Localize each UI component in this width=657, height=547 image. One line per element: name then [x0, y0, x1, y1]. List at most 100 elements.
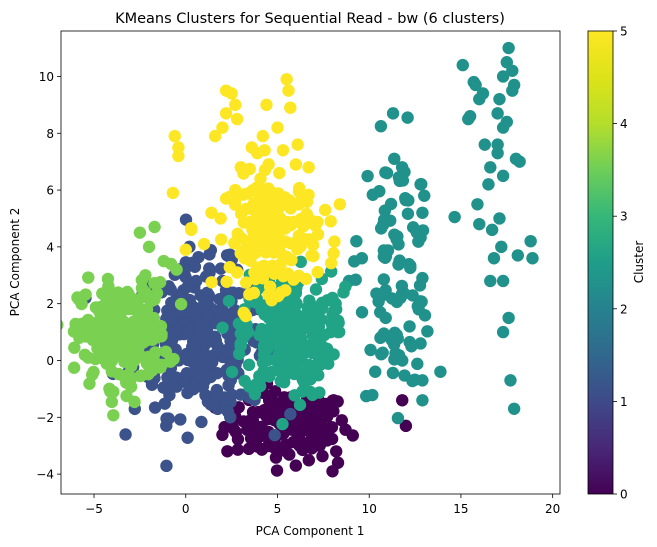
- cluster-4-point: [82, 271, 95, 284]
- cluster-4-point: [78, 348, 92, 362]
- cluster-5-point: [240, 202, 253, 215]
- cluster-5-point: [172, 149, 185, 163]
- cluster-4-point: [67, 361, 81, 374]
- cluster-3-point: [309, 302, 323, 315]
- cluster-3-point: [284, 357, 298, 371]
- cluster-2-point: [496, 169, 510, 183]
- cluster-5-point: [197, 237, 211, 251]
- cluster-3-point: [242, 358, 256, 372]
- cluster-5-point: [265, 294, 278, 307]
- cluster-3-point: [309, 283, 323, 296]
- cluster-1-point: [161, 371, 174, 384]
- cluster-4-point: [148, 220, 161, 234]
- cluster-5-point: [214, 212, 227, 225]
- cluster-5-point: [262, 158, 275, 171]
- cluster-4-point: [79, 288, 92, 301]
- cluster-5-point: [230, 112, 244, 126]
- cluster-4-point: [103, 382, 116, 395]
- cluster-1-point: [170, 371, 183, 384]
- cluster-0-point: [339, 423, 352, 436]
- cluster-4-point: [102, 282, 115, 296]
- cluster-2-point: [377, 273, 391, 286]
- cluster-2-point: [496, 121, 510, 134]
- x-axis-label: PCA Component 1: [256, 524, 365, 538]
- cluster-4-point: [92, 318, 106, 332]
- cluster-3-point: [248, 387, 262, 401]
- cluster-4-point: [154, 319, 168, 333]
- cluster-4-point: [99, 309, 112, 322]
- cluster-0-point: [302, 454, 316, 467]
- cluster-5-point: [318, 203, 332, 217]
- cluster-3-point: [277, 375, 291, 389]
- cluster-3-point: [313, 386, 326, 399]
- cluster-5-point: [282, 84, 295, 97]
- scatter-points: [61, 41, 539, 478]
- cluster-2-point: [376, 346, 389, 359]
- cluster-1-point: [194, 358, 208, 371]
- y-tick-label: −4: [36, 468, 54, 482]
- cluster-1-point: [191, 375, 204, 388]
- cluster-5-point: [325, 256, 338, 270]
- cluster-5-point: [179, 243, 192, 256]
- y-tick-label: 10: [39, 70, 54, 84]
- cluster-2-point: [388, 152, 401, 165]
- cluster-0-point: [273, 401, 287, 415]
- cluster-1-point: [234, 388, 247, 401]
- cluster-4-point: [89, 301, 103, 314]
- cluster-5-point: [263, 280, 277, 293]
- cluster-1-point: [201, 286, 214, 300]
- cluster-1-point: [195, 415, 208, 429]
- x-tick-label: 0: [182, 502, 190, 516]
- cluster-0-point: [329, 445, 343, 458]
- cluster-1-point: [214, 307, 227, 320]
- cluster-0-point: [331, 456, 345, 469]
- cluster-1-point: [160, 459, 173, 473]
- cluster-2-point: [476, 87, 490, 100]
- cluster-0-point: [317, 428, 330, 441]
- cluster-0-point: [399, 419, 413, 433]
- cluster-2-point: [416, 374, 429, 387]
- cluster-3-point: [304, 385, 317, 399]
- cluster-5-point: [219, 107, 233, 120]
- y-axis-label: PCA Component 2: [8, 208, 22, 317]
- cluster-1-point: [181, 431, 194, 444]
- cluster-1-point: [268, 428, 281, 442]
- cluster-2-point: [511, 249, 525, 262]
- cluster-3-point: [216, 321, 229, 334]
- cluster-1-point: [205, 356, 219, 369]
- cluster-2-point: [496, 70, 510, 83]
- y-tick-label: 6: [46, 184, 54, 198]
- cluster-2-point: [364, 343, 377, 357]
- cluster-5-point: [219, 192, 233, 205]
- cluster-4-point: [112, 367, 125, 381]
- cluster-0-point: [320, 410, 334, 423]
- cluster-5-point: [273, 166, 286, 180]
- cluster-3-point: [273, 317, 287, 330]
- colorbar: [587, 30, 614, 495]
- cluster-5-point: [253, 261, 266, 274]
- cluster-0-point: [396, 394, 409, 407]
- chart-title: KMeans Clusters for Sequential Read - bw…: [115, 11, 505, 27]
- cluster-4-point: [153, 276, 167, 289]
- cluster-3-point: [301, 311, 314, 324]
- cluster-5-point: [311, 265, 324, 279]
- cluster-1-point: [201, 309, 214, 323]
- cluster-1-point: [169, 324, 183, 338]
- cluster-4-point: [100, 297, 114, 310]
- y-tick-label: 4: [46, 240, 54, 254]
- cluster-2-point: [504, 374, 517, 387]
- cluster-1-point: [162, 412, 175, 425]
- cluster-4-point: [131, 340, 144, 353]
- cluster-3-point: [269, 328, 282, 341]
- cluster-5-point: [311, 215, 324, 229]
- cluster-0-point: [316, 449, 329, 463]
- cluster-2-point: [414, 178, 427, 191]
- cluster-3-point: [234, 337, 247, 350]
- cluster-2-point: [405, 340, 418, 353]
- cluster-0-point: [231, 433, 245, 446]
- cluster-3-point: [326, 308, 339, 322]
- cluster-2-point: [373, 185, 386, 198]
- colorbar-tick-label: 5: [620, 25, 628, 39]
- cluster-2-point: [404, 259, 417, 272]
